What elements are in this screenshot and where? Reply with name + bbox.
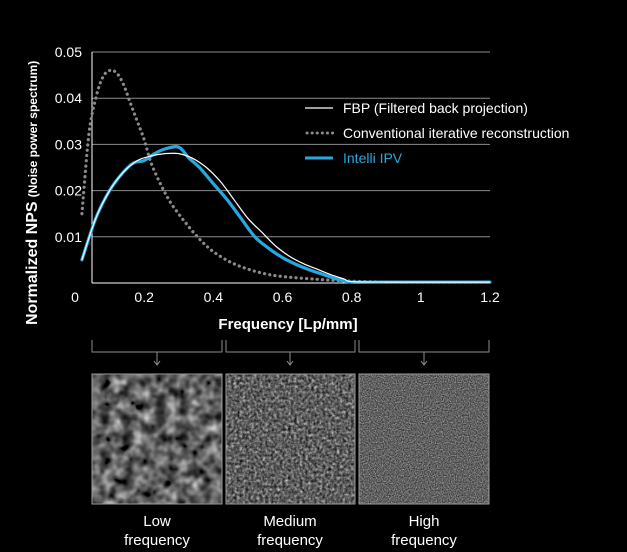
x-tick-label: 0.6	[273, 289, 293, 305]
bracket-high	[358, 340, 490, 353]
series-line-1	[80, 68, 492, 284]
bracket-low	[91, 340, 223, 353]
tile-label-high: High frequency	[369, 512, 479, 550]
x-tick-label: 0.4	[204, 289, 224, 305]
noise-tile-medium	[226, 374, 355, 504]
y-axis-title: Normalized NPS (Noise power spectrum)	[24, 61, 41, 325]
noise-tile-low	[92, 374, 222, 504]
arrow-high-icon	[420, 352, 428, 366]
series-lines	[80, 68, 492, 284]
legend-label-fbp: FBP (Filtered back projection)	[343, 100, 528, 116]
grid-lines	[92, 51, 490, 238]
bracket-medium	[225, 340, 356, 353]
series-line-2	[80, 145, 492, 284]
x-tick-labels: 0 0.2 0.4 0.6 0.8 1 1.2	[71, 289, 500, 305]
tile-label-low: Low frequency	[102, 512, 212, 550]
y-axis-title-main: Normalized NPS	[24, 201, 41, 325]
legend: FBP (Filtered back projection) Conventio…	[305, 100, 569, 166]
tile-label-low-line1: Low	[143, 513, 171, 530]
noise-tile-medium-border	[225, 373, 356, 505]
y-tick-label: 0.03	[55, 136, 82, 152]
noise-tile-high-border	[358, 373, 490, 505]
y-tick-labels: 0.01 0.02 0.03 0.04 0.05	[55, 44, 82, 245]
x-tick-label: 1.2	[480, 289, 500, 305]
arrow-low-icon	[153, 352, 161, 366]
legend-label-intelli: Intelli IPV	[343, 150, 403, 166]
x-axis-title: Frequency [Lp/mm]	[218, 316, 357, 333]
y-axis-title-sub: (Noise power spectrum)	[26, 61, 40, 198]
legend-label-conventional: Conventional iterative reconstruction	[343, 125, 569, 141]
axes	[91, 52, 490, 284]
tile-label-medium: Medium frequency	[235, 512, 345, 550]
x-tick-label: 0	[71, 289, 79, 305]
arrow-medium-icon	[286, 352, 294, 366]
noise-tiles	[91, 373, 490, 505]
noise-tile-high	[359, 374, 489, 504]
y-tick-label: 0.05	[55, 44, 82, 60]
series-line-0	[81, 152, 490, 283]
noise-tile-low-border	[91, 373, 223, 505]
tile-label-low-line2: frequency	[124, 532, 190, 549]
frequency-brackets	[91, 340, 490, 366]
tile-label-medium-line1: Medium	[263, 513, 317, 530]
y-tick-label: 0.02	[55, 183, 82, 199]
x-tick-label: 0.8	[342, 289, 362, 305]
tile-label-high-line1: High	[408, 513, 440, 530]
x-tick-label: 1	[417, 289, 425, 305]
y-tick-label: 0.04	[55, 90, 82, 106]
y-tick-label: 0.01	[55, 229, 82, 245]
tile-label-medium-line2: frequency	[257, 532, 323, 549]
tile-label-high-line2: frequency	[391, 532, 457, 549]
x-tick-label: 0.2	[134, 289, 154, 305]
